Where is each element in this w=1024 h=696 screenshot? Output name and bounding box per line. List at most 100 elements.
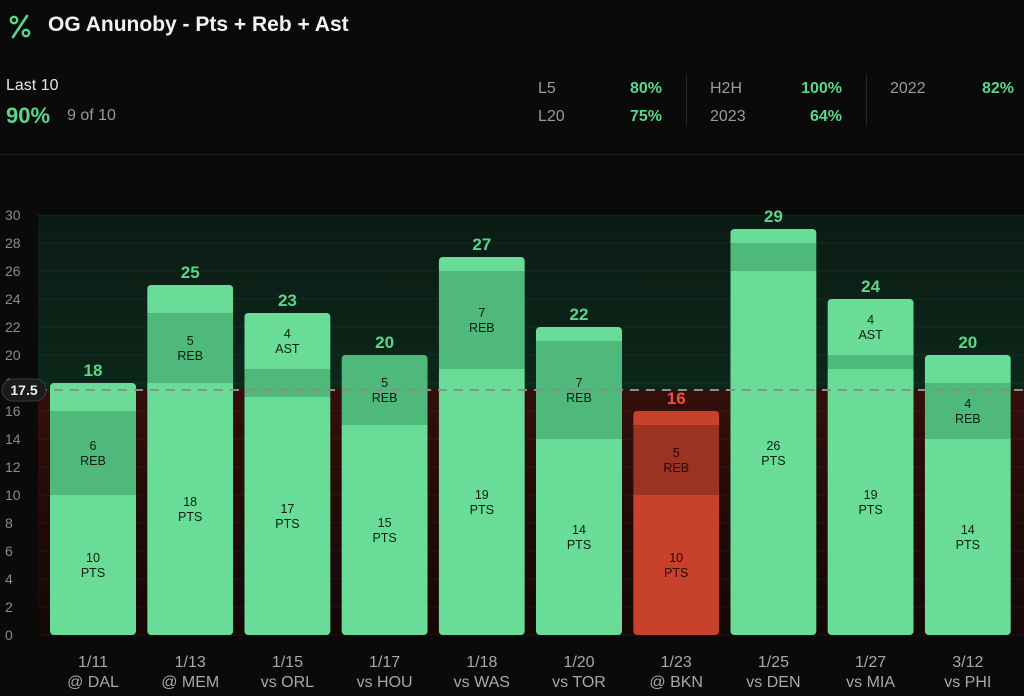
bar-segment-pts	[730, 271, 817, 635]
line-value-label: 17.5	[10, 382, 37, 398]
bar-segment-ast	[633, 411, 720, 425]
y-tick-label: 2	[5, 599, 13, 615]
last-games-label: Last 10	[6, 77, 59, 94]
bar-segment-ast	[730, 229, 817, 243]
segment-value-label: 5	[673, 446, 680, 460]
x-tick-date: 1/15	[272, 654, 303, 671]
bar-total-label: 27	[472, 235, 491, 254]
hit-rate-summary: Last 10 90% 9 of 10 L5 80% L20 75% H2H 1…	[0, 54, 1024, 155]
x-tick-date: 1/23	[661, 654, 692, 671]
segment-value-label: 26	[766, 439, 780, 453]
segment-value-label: 4	[284, 327, 291, 341]
bar-total-label: 16	[667, 389, 686, 408]
segment-type-label: PTS	[858, 503, 882, 517]
bar-segment-pts	[827, 369, 914, 635]
segment-value-label: 19	[864, 488, 878, 502]
x-tick-date: 1/27	[855, 654, 886, 671]
stat-l20-label: L20	[538, 108, 565, 125]
segment-type-label: PTS	[81, 566, 105, 580]
stat-l5-label: L5	[538, 80, 556, 97]
bar-total-label: 18	[84, 361, 103, 380]
x-tick-date: 1/17	[369, 654, 400, 671]
segment-type-label: REB	[566, 391, 592, 405]
bar-segment-reb	[147, 313, 234, 383]
segment-value-label: 14	[961, 523, 975, 537]
stat-2023-label: 2023	[710, 108, 746, 125]
bar-segment-pts	[924, 439, 1011, 635]
bar-total-label: 20	[375, 333, 394, 352]
segment-type-label: REB	[663, 461, 689, 475]
bar-segment-reb	[536, 341, 622, 439]
stat-2023-value: 64%	[809, 108, 842, 125]
stat-l20-value: 75%	[629, 108, 662, 125]
stat-l5-value: 80%	[629, 80, 662, 97]
segment-value-label: 19	[475, 488, 489, 502]
stacked-bar-chart: 024681012141618202224262830 10PTS6REB181…	[1, 207, 1024, 691]
page-title: OG Anunoby - Pts + Reb + Ast	[48, 13, 349, 36]
segment-type-label: PTS	[178, 510, 202, 524]
y-tick-label: 16	[5, 403, 21, 419]
segment-type-label: AST	[858, 328, 883, 342]
bar-total-label: 25	[181, 263, 200, 282]
x-tick-date: 1/20	[563, 654, 594, 671]
bar-segment-reb	[730, 243, 817, 271]
bar-segment-ast	[924, 355, 1011, 383]
x-tick-date: 1/25	[758, 654, 789, 671]
y-tick-label: 12	[5, 459, 21, 475]
segment-type-label: REB	[955, 412, 981, 426]
segment-type-label: AST	[275, 342, 300, 356]
segment-value-label: 5	[381, 376, 388, 390]
segment-value-label: 18	[183, 495, 197, 509]
x-tick-opponent: @ DAL	[67, 674, 119, 691]
x-tick-opponent: vs PHI	[944, 674, 991, 691]
segment-value-label: 4	[867, 313, 874, 327]
segment-value-label: 6	[90, 439, 97, 453]
segment-type-label: PTS	[567, 538, 591, 552]
bar-total-label: 22	[570, 305, 589, 324]
segment-type-label: REB	[372, 391, 398, 405]
bar-total-label: 23	[278, 291, 297, 310]
line-value-badge	[1, 378, 47, 402]
last-games-hit-rate: 90%	[6, 103, 51, 128]
y-tick-label: 14	[5, 431, 21, 447]
segment-value-label: 7	[576, 376, 583, 390]
x-tick-opponent: vs WAS	[454, 674, 510, 691]
segment-type-label: PTS	[761, 454, 785, 468]
segment-value-label: 17	[280, 502, 294, 516]
segment-type-label: PTS	[275, 517, 299, 531]
x-tick-date: 1/18	[466, 654, 497, 671]
segment-value-label: 10	[86, 551, 100, 565]
x-tick-date: 1/11	[78, 654, 108, 671]
x-tick-opponent: vs ORL	[261, 674, 314, 691]
percent-icon	[9, 14, 31, 39]
bar-segment-reb	[438, 271, 525, 369]
bar-segment-reb	[50, 411, 136, 495]
segment-value-label: 7	[478, 306, 485, 320]
x-tick-opponent: vs HOU	[357, 674, 413, 691]
bar-segment-ast	[147, 285, 234, 313]
segment-value-label: 4	[964, 397, 971, 411]
bar-segment-ast	[244, 313, 331, 369]
bar-total-label: 24	[861, 277, 880, 296]
stat-2022-value: 82%	[981, 80, 1014, 97]
segment-type-label: REB	[80, 454, 106, 468]
bar-segment-ast	[50, 383, 136, 411]
segment-type-label: PTS	[470, 503, 494, 517]
x-tick-opponent: @ BKN	[649, 674, 703, 691]
x-tick-date: 1/13	[175, 654, 206, 671]
bar-total-label: 20	[958, 333, 977, 352]
y-tick-label: 4	[5, 571, 13, 587]
bar-segment-reb	[633, 425, 720, 495]
x-tick-date: 3/12	[952, 654, 983, 671]
segment-type-label: PTS	[664, 566, 688, 580]
segment-value-label: 14	[572, 523, 586, 537]
bar-segment-reb	[244, 369, 331, 397]
bar-segment-ast	[536, 327, 622, 341]
y-tick-label: 28	[5, 235, 21, 251]
stat-h2h-label: H2H	[710, 80, 743, 97]
